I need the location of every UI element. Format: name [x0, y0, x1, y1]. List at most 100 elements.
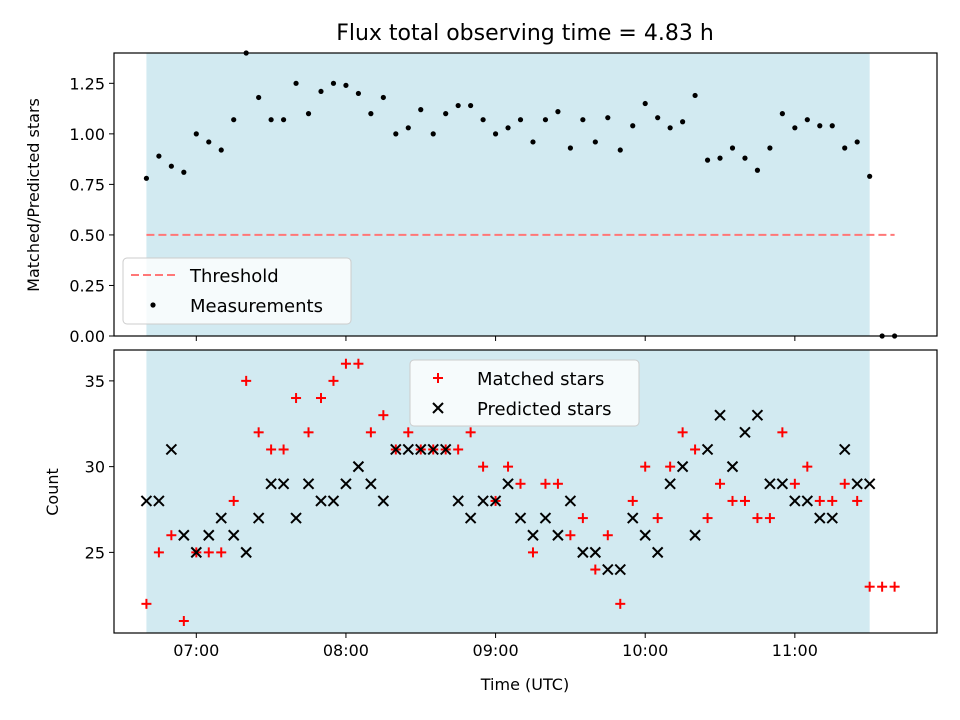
measurement-point — [829, 123, 835, 129]
matched-stars-point — [839, 478, 850, 489]
measurement-point — [605, 115, 611, 121]
matched-stars-point — [241, 375, 252, 386]
predicted-stars-legend-label: Predicted stars — [477, 399, 611, 420]
predicted-stars-point — [228, 529, 240, 541]
matched-stars-point — [602, 530, 613, 541]
predicted-stars-point — [265, 478, 277, 490]
matched-stars-point — [565, 530, 576, 541]
measurement-point — [617, 147, 623, 153]
matched-stars-point — [378, 410, 389, 421]
predicted-stars-point — [402, 443, 414, 456]
predicted-stars-point — [676, 460, 689, 473]
matched-stars-point — [203, 547, 214, 558]
predicted-stars-point — [814, 512, 826, 524]
matched-stars-point — [166, 530, 177, 541]
top-y-tick-label: 0.50 — [69, 226, 105, 245]
predicted-stars-point — [190, 546, 203, 559]
measurement-point — [580, 117, 586, 123]
predicted-stars-point — [801, 495, 814, 507]
top-panel: 0.00 0.25 0.50 0.75 1.00 1.25 Threshold Measure… — [69, 50, 938, 346]
bottom-axes-frame — [113, 349, 938, 634]
predicted-stars-point — [689, 529, 701, 541]
matched-stars-point — [216, 547, 227, 558]
predicted-stars-point — [589, 546, 602, 559]
x-tick-label: 09:00 — [473, 641, 519, 660]
predicted-stars-point — [826, 512, 838, 524]
predicted-stars-point — [315, 495, 327, 507]
matched-stars-point — [353, 358, 364, 369]
matched-stars-point — [702, 513, 713, 524]
measurement-point — [804, 117, 810, 123]
matched-stars-point — [503, 461, 514, 472]
measurement-point — [355, 90, 362, 97]
measurement-point — [555, 109, 561, 115]
matched-stars-point — [627, 495, 638, 506]
bottom-y-axis-label: Count — [43, 468, 62, 516]
predicted-stars-point — [165, 443, 178, 456]
predicted-stars-point — [240, 546, 252, 559]
measurement-point — [754, 167, 761, 173]
matched-stars-point — [764, 513, 775, 524]
predicted-stars-point — [514, 512, 527, 524]
matched-stars-point — [577, 513, 588, 524]
top-axes-frame — [113, 52, 938, 337]
measurement-point — [729, 145, 736, 151]
measurement-point — [492, 131, 499, 137]
predicted-stars-point — [452, 495, 464, 507]
measurements-legend-label: Measurements — [190, 296, 323, 317]
predicted-stars-point — [614, 563, 626, 576]
matched-stars-point — [278, 444, 289, 455]
measurement-point — [393, 131, 399, 137]
bottom-y-tick-label: 35 — [85, 372, 105, 391]
matched-stars-point — [615, 598, 626, 609]
measurement-point — [206, 139, 212, 145]
measurement-point — [168, 163, 174, 169]
bottom-panel: 25 30 35 07:00 08:00 09:00 10:00 11:00 Matched s… — [85, 349, 938, 660]
predicted-stars-point — [415, 443, 427, 456]
measurement-point — [156, 153, 162, 159]
predicted-stars-point — [277, 478, 290, 490]
predicted-stars-point — [427, 443, 439, 456]
matched-stars-point — [752, 513, 763, 524]
measurement-point — [680, 119, 686, 125]
matched-stars-point — [789, 478, 800, 489]
predicted-stars-point — [664, 478, 676, 490]
matched-stars-point — [328, 375, 339, 386]
predicted-stars-point — [377, 495, 390, 507]
measurement-point — [642, 100, 648, 107]
x-axis-label: Time (UTC) — [480, 675, 569, 694]
matched-stars-point — [802, 461, 813, 472]
measurement-point — [779, 111, 785, 117]
measurement-point — [143, 175, 150, 181]
top-y-tick-label: 1.25 — [69, 74, 105, 93]
measurement-point — [293, 80, 299, 86]
predicted-stars-point — [552, 529, 564, 541]
matched-stars-point — [814, 495, 825, 506]
matched-stars-point — [228, 495, 239, 506]
predicted-stars-point — [290, 512, 302, 524]
bottom-y-tick-label: 25 — [85, 543, 105, 562]
matched-stars-point — [527, 547, 538, 558]
predicted-stars-point — [390, 443, 402, 456]
measurement-point — [181, 169, 187, 175]
predicted-stars-point — [639, 529, 651, 541]
measurement-point — [505, 125, 511, 131]
measurement-point — [704, 157, 711, 163]
predicted-stars-point — [602, 563, 614, 576]
measurement-point — [567, 145, 573, 151]
top-y-tick-label: 0.75 — [69, 175, 105, 194]
matched-stars-point — [889, 581, 900, 592]
matched-stars-point — [153, 547, 164, 558]
measurement-point — [418, 107, 424, 113]
predicted-stars-point — [789, 495, 801, 507]
x-tick-label: 08:00 — [323, 641, 369, 660]
matched-stars-point — [315, 393, 326, 404]
predicted-stars-point — [701, 443, 714, 456]
top-y-axis-label: Matched/Predicted stars — [24, 98, 43, 292]
predicted-stars-point — [851, 478, 863, 490]
predicted-stars-point — [178, 529, 190, 541]
predicted-stars-point — [714, 409, 726, 421]
predicted-stars-point — [489, 495, 502, 507]
measurement-point — [817, 123, 823, 129]
matched-stars-point — [827, 495, 838, 506]
